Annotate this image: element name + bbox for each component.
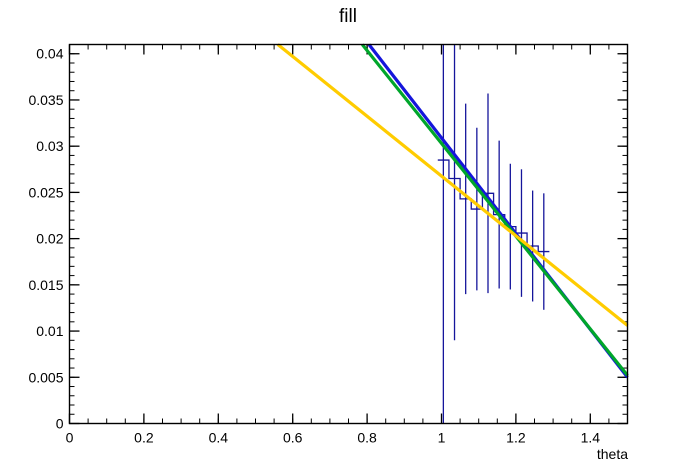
x-axis-title: theta: [597, 446, 628, 462]
y-tick-label: 0: [56, 416, 64, 432]
y-tick-label: 0.025: [28, 184, 63, 200]
y-tick-label: 0.04: [36, 46, 63, 62]
y-tick-label: 0.005: [28, 369, 63, 385]
y-tick-label: 0.035: [28, 92, 63, 108]
x-tick-label: 1.2: [506, 430, 526, 446]
x-tick-label: 0.4: [209, 430, 229, 446]
y-tick-label: 0.02: [36, 231, 63, 247]
x-tick-label: 0.6: [283, 430, 303, 446]
chart-title: fill: [339, 6, 357, 27]
x-tick-label: 1.4: [581, 430, 601, 446]
y-tick-label: 0.03: [36, 138, 63, 154]
fit-line-fit-green: [361, 43, 629, 377]
y-tick-label: 0.015: [28, 277, 63, 293]
histogram-error-bars: [442, 44, 545, 424]
x-tick-label: 0.2: [134, 430, 154, 446]
y-tick-label: 0.01: [36, 323, 63, 339]
fit-lines: [276, 43, 629, 379]
y-axis-tick-labels: 0 0.005 0.01 0.015 0.02 0.025 0.03 0.035 0.04: [28, 46, 63, 432]
x-tick-label: 0.8: [357, 430, 377, 446]
x-axis-tick-labels: 0 0.2 0.4 0.6 0.8 1 1.2 1.4: [66, 430, 601, 446]
axis-frame: [68, 43, 629, 425]
x-tick-label: 1: [438, 430, 446, 446]
fit-line-fit-yellow: [276, 43, 629, 327]
x-tick-label: 0: [66, 430, 74, 446]
